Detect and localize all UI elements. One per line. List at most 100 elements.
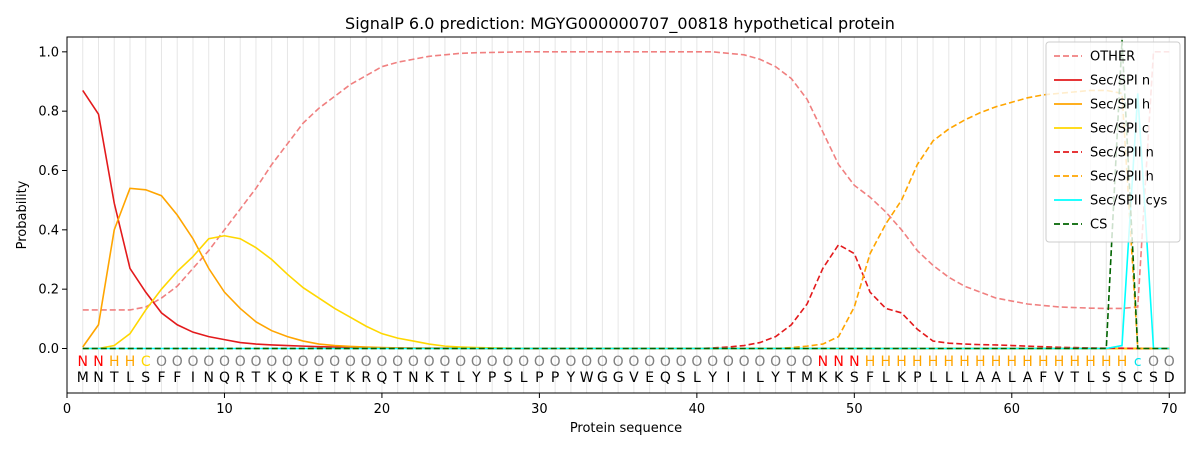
- residue-label: L: [1087, 370, 1095, 386]
- residue-label: N: [93, 370, 103, 386]
- region-label: O: [156, 354, 167, 370]
- residue-label: P: [913, 370, 921, 386]
- y-tick-label: 0.6: [38, 164, 59, 179]
- residue-label: M: [77, 370, 89, 386]
- region-label: O: [424, 354, 435, 370]
- residue-label: F: [173, 370, 181, 386]
- region-label: O: [203, 354, 214, 370]
- region-label: H: [1007, 354, 1018, 370]
- region-label: O: [550, 354, 561, 370]
- legend-label: Sec/SPI c: [1090, 122, 1149, 137]
- region-label: O: [376, 354, 387, 370]
- region-label: O: [361, 354, 372, 370]
- residue-label: S: [1118, 370, 1127, 386]
- series-line-sec-spi-c: [82, 234, 1170, 350]
- region-label: O: [313, 354, 324, 370]
- region-label: O: [455, 354, 466, 370]
- residue-label: L: [457, 370, 465, 386]
- region-label: O: [707, 354, 718, 370]
- legend: OTHER Sec/SPI n Sec/SPI h Sec/SPI c Sec/SPII…: [1045, 41, 1181, 243]
- residue-label: Q: [219, 370, 230, 386]
- residue-label: K: [299, 370, 309, 386]
- region-label: O: [723, 354, 734, 370]
- region-label: O: [628, 354, 639, 370]
- region-label: O: [471, 354, 482, 370]
- region-label: H: [881, 354, 892, 370]
- residue-label: L: [961, 370, 969, 386]
- region-label: H: [109, 354, 120, 370]
- x-tick-label: 70: [1161, 402, 1178, 417]
- y-tick-label: 0.2: [38, 283, 59, 298]
- series-line-sec-spii-n: [82, 243, 1170, 350]
- residue-label: I: [742, 370, 746, 386]
- region-label: H: [896, 354, 907, 370]
- residue-label: A: [976, 370, 986, 386]
- residue-label: W: [580, 370, 594, 386]
- residue-label: L: [126, 370, 134, 386]
- legend-label: Sec/SPII h: [1090, 170, 1154, 185]
- region-label: O: [298, 354, 309, 370]
- region-label: O: [282, 354, 293, 370]
- legend-label: CS: [1090, 218, 1107, 233]
- residue-label: L: [520, 370, 528, 386]
- residue-label: F: [1039, 370, 1047, 386]
- y-tick-label: 1.0: [38, 45, 59, 60]
- region-label: H: [1101, 354, 1112, 370]
- x-tick-label: 40: [689, 402, 706, 417]
- y-tick-label: 0.8: [38, 105, 59, 120]
- region-label: H: [1054, 354, 1065, 370]
- region-label: H: [125, 354, 136, 370]
- region-label: H: [1117, 354, 1128, 370]
- region-label: H: [944, 354, 955, 370]
- legend-label: Sec/SPI n: [1090, 74, 1150, 89]
- residue-label: V: [1054, 370, 1064, 386]
- region-label: N: [78, 354, 88, 370]
- residue-label: M: [801, 370, 813, 386]
- residue-label: K: [425, 370, 435, 386]
- region-label: H: [975, 354, 986, 370]
- series-line-sec-spii-cys: [82, 93, 1170, 350]
- residue-label: L: [693, 370, 701, 386]
- region-label: O: [613, 354, 624, 370]
- legend-box: [1045, 41, 1181, 243]
- residue-label: F: [866, 370, 874, 386]
- residue-label: T: [392, 370, 402, 386]
- residue-label: S: [503, 370, 512, 386]
- series-line-sec-spii-h: [82, 89, 1170, 350]
- region-label: N: [849, 354, 859, 370]
- residue-label: Q: [660, 370, 671, 386]
- residue-label: K: [897, 370, 907, 386]
- region-label: O: [739, 354, 750, 370]
- residue-label: P: [488, 370, 496, 386]
- residue-label: E: [315, 370, 324, 386]
- residue-label: K: [834, 370, 844, 386]
- region-label: H: [1070, 354, 1081, 370]
- region-label: H: [991, 354, 1002, 370]
- region-label: O: [691, 354, 702, 370]
- y-tick-label: 0.4: [38, 223, 59, 238]
- residue-label: R: [361, 370, 371, 386]
- residue-label: S: [850, 370, 859, 386]
- residue-label: L: [1008, 370, 1016, 386]
- residue-label: Y: [471, 370, 481, 386]
- residue-label: Y: [770, 370, 780, 386]
- region-label: O: [392, 354, 403, 370]
- legend-label: Sec/SPI h: [1090, 98, 1150, 113]
- region-label: O: [802, 354, 813, 370]
- residue-label: L: [945, 370, 953, 386]
- plot-frame: [66, 36, 1186, 394]
- sequence-labels: MNNNTHLHSCFOFOIONOQOROTOKOQOKOEOTOKOROQO…: [77, 354, 1175, 386]
- region-label: O: [250, 354, 261, 370]
- region-label: H: [912, 354, 923, 370]
- residue-label: D: [1164, 370, 1175, 386]
- region-label: O: [676, 354, 687, 370]
- region-label: c: [1134, 354, 1142, 370]
- residue-label: Q: [376, 370, 387, 386]
- region-label: O: [187, 354, 198, 370]
- x-tick-label: 20: [374, 402, 391, 417]
- region-label: O: [266, 354, 277, 370]
- chart-title: SignalP 6.0 prediction: MGYG000000707_00…: [345, 14, 895, 34]
- residue-label: Y: [566, 370, 576, 386]
- x-tick-label: 60: [1004, 402, 1021, 417]
- residue-label: K: [818, 370, 828, 386]
